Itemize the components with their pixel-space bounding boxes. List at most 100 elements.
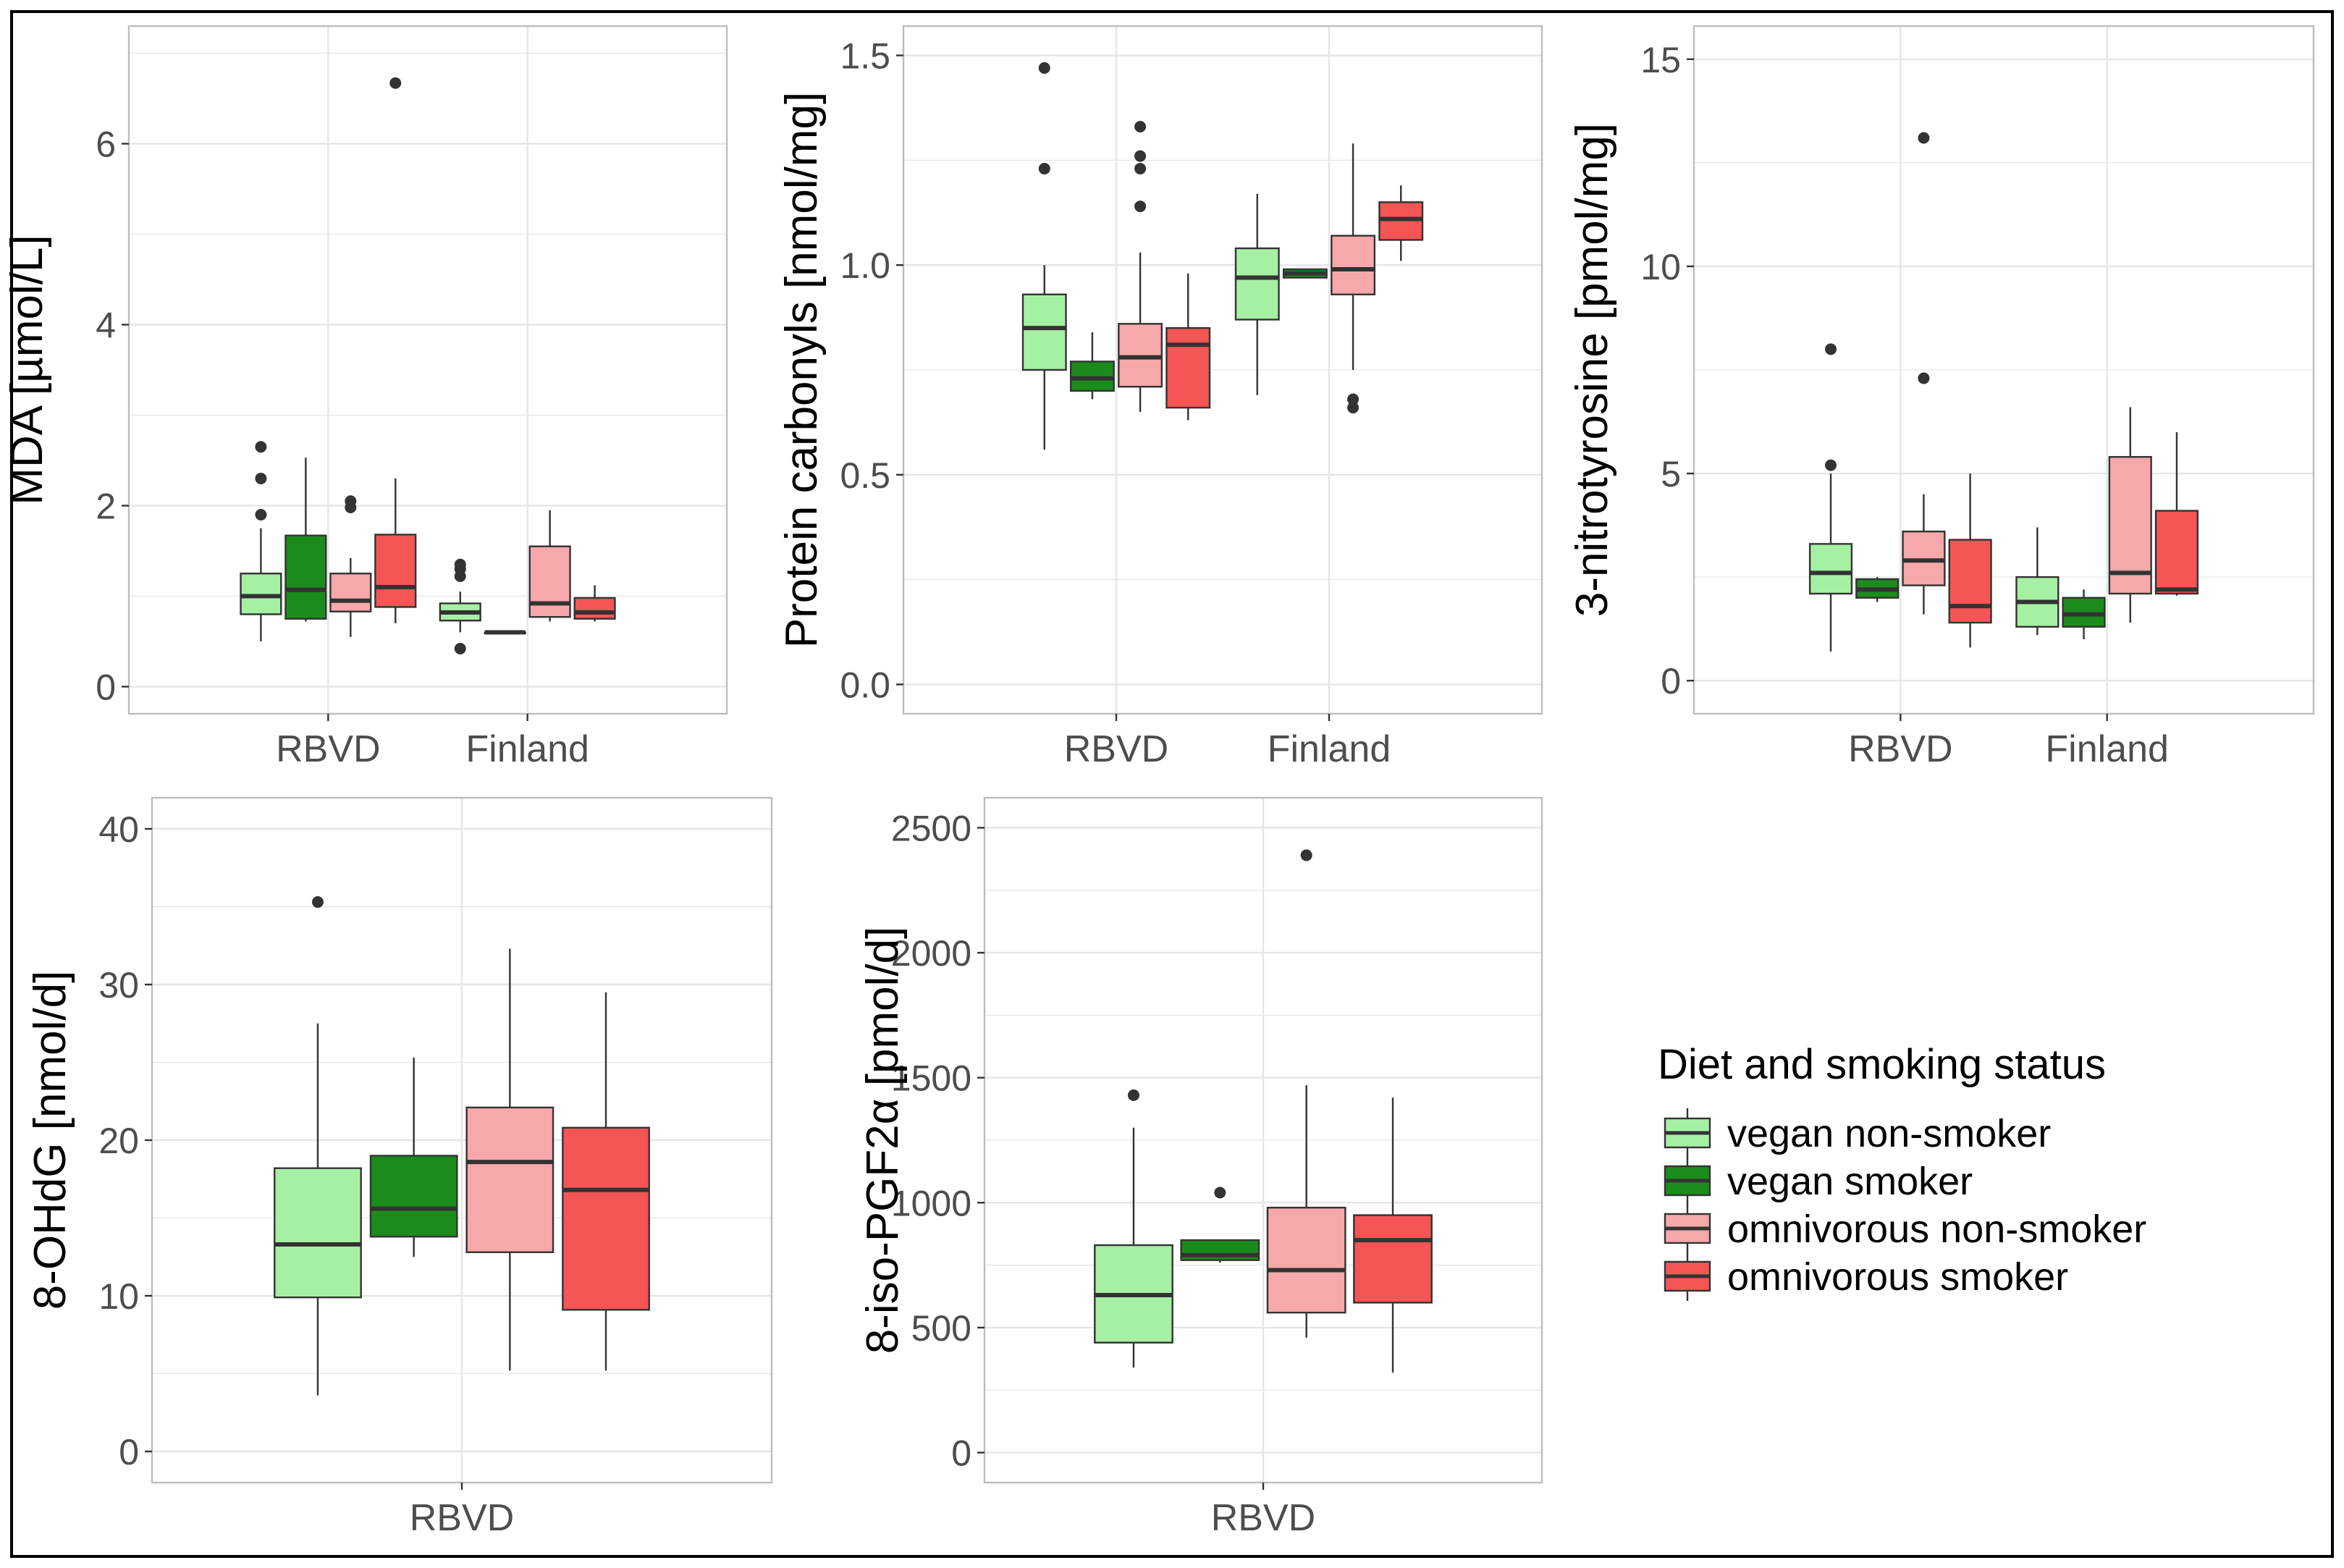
y-tick-label: 6: [96, 125, 116, 165]
y-tick-label: 0: [1661, 661, 1681, 701]
box-vegan-smoker-rbvd: [1180, 1186, 1260, 1263]
outlier-point: [454, 558, 466, 570]
legend-item-label: vegan smoker: [1727, 1160, 1973, 1203]
box-omnivorous-non-smoker-finland: [1331, 143, 1376, 414]
y-axis-label: 8-iso-PGF2α [pmol/d]: [858, 927, 908, 1354]
box-omnivorous-non-smoker-rbvd: [1902, 132, 1946, 615]
panel-3-nitrotyrosine-pmol-mg: 0 5 10 15 RBVD Finland 3-nitrotyrosine [pmol/m…: [1567, 25, 2315, 770]
outlier-point: [1347, 402, 1359, 414]
box-vegan-smoker-rbvd: [284, 458, 327, 622]
y-tick-label: 2500: [891, 808, 971, 848]
y-tick-label: 0: [96, 667, 116, 708]
box-omnivorous-smoker-finland: [1378, 185, 1424, 261]
outlier-point: [255, 441, 267, 453]
x-tick-label: RBVD: [276, 728, 380, 770]
box-iqr: [284, 534, 327, 620]
box-iqr: [1234, 247, 1280, 321]
y-axis-label: MDA [µmol/L]: [2, 235, 52, 505]
box-iqr: [1808, 543, 1853, 595]
outlier-point: [1214, 1186, 1226, 1199]
x-tick-label: Finland: [2045, 728, 2169, 770]
box-omnivorous-non-smoker-finland: [528, 510, 571, 622]
y-tick-label: 10: [1640, 247, 1681, 287]
outlier-point: [255, 473, 267, 484]
box-vegan-smoker-finland: [2062, 589, 2106, 639]
box-iqr: [1266, 1207, 1346, 1314]
outlier-point: [454, 643, 466, 654]
y-tick-label: 10: [98, 1276, 139, 1317]
y-tick-label: 0: [119, 1432, 139, 1472]
box-iqr: [1165, 326, 1211, 409]
box-omnivorous-smoker-rbvd: [1353, 1097, 1433, 1373]
y-tick-label: 5: [1661, 454, 1681, 494]
y-tick-label: 500: [911, 1308, 971, 1349]
y-tick-label: 15: [1640, 40, 1681, 80]
y-tick-label: 2: [96, 486, 116, 527]
y-axis-label: Protein carbonyls [nmol/mg]: [777, 92, 827, 648]
panel-border: [902, 25, 1543, 715]
x-tick-label: RBVD: [1211, 1497, 1315, 1539]
box-vegan-smoker-finland: [484, 630, 526, 635]
box-omnivorous-non-smoker-rbvd: [329, 495, 372, 637]
box-vegan-non-smoker-rbvd: [1021, 62, 1067, 450]
outlier-point: [1134, 150, 1147, 162]
box-omnivorous-smoker-rbvd: [374, 77, 417, 623]
outlier-point: [389, 77, 402, 89]
outlier-point: [1127, 1089, 1139, 1101]
legend: Diet and smoking status vegan non-smoker…: [1658, 1041, 2146, 1301]
box-iqr: [573, 597, 616, 620]
outlier-point: [1134, 162, 1147, 174]
box-omnivorous-smoker-rbvd: [1165, 273, 1211, 421]
box-iqr: [1353, 1214, 1433, 1304]
y-axis-label: 8-OHdG [nmol/d]: [25, 971, 75, 1310]
panel-border: [127, 25, 728, 715]
box-iqr: [374, 534, 417, 608]
box-iqr: [465, 1106, 555, 1253]
box-vegan-non-smoker-finland: [439, 558, 481, 654]
panel-8-ohdg-nmol-d: 0 10 20 30 40 RBVD 8-OHdG [nmol/d]: [25, 796, 773, 1539]
box-iqr: [1021, 293, 1067, 371]
legend-item-vegan-smoker: vegan smoker: [1664, 1156, 1973, 1205]
outlier-point: [1300, 849, 1312, 861]
y-tick-label: 2000: [891, 933, 971, 974]
box-iqr: [2154, 510, 2199, 595]
box-vegan-smoker-finland: [1282, 268, 1328, 279]
legend-item-omnivorous-non-smoker: omnivorous non-smoker: [1664, 1204, 2146, 1253]
y-tick-label: 4: [96, 305, 116, 346]
outlier-point: [311, 896, 324, 909]
x-tick-label: Finland: [1268, 728, 1391, 770]
outlier-point: [345, 495, 357, 507]
box-vegan-smoker-rbvd: [1855, 577, 1900, 602]
box-iqr: [274, 1167, 362, 1299]
box-iqr: [528, 545, 571, 618]
outlier-point: [255, 509, 267, 520]
legend-item-vegan-non-smoker: vegan non-smoker: [1664, 1108, 2051, 1158]
outlier-point: [1134, 121, 1147, 133]
outer-border: [10, 10, 2334, 1558]
box-omnivorous-smoker-finland: [573, 585, 616, 622]
outlier-point: [1918, 372, 1930, 384]
y-tick-label: 0.5: [840, 455, 890, 496]
box-omnivorous-non-smoker-finland: [2108, 407, 2152, 623]
box-omnivorous-non-smoker-rbvd: [1266, 849, 1346, 1338]
box-vegan-smoker-rbvd: [1069, 332, 1115, 400]
legend-item-label: omnivorous smoker: [1727, 1255, 2068, 1299]
box-omnivorous-smoker-rbvd: [1948, 473, 1992, 648]
legend-title: Diet and smoking status: [1658, 1041, 2106, 1088]
box-omnivorous-non-smoker-rbvd: [465, 948, 555, 1371]
y-tick-label: 1.5: [840, 36, 890, 77]
box-iqr: [1331, 235, 1376, 295]
box-vegan-non-smoker-rbvd: [240, 441, 282, 641]
legend-item-label: vegan non-smoker: [1727, 1112, 2051, 1155]
box-vegan-non-smoker-rbvd: [1808, 343, 1853, 652]
box-iqr: [562, 1126, 650, 1311]
x-tick-label: RBVD: [1064, 728, 1168, 770]
outlier-point: [1134, 201, 1147, 213]
legend-item-label: omnivorous non-smoker: [1727, 1207, 2146, 1251]
y-tick-label: 40: [98, 809, 139, 850]
outlier-point: [1038, 62, 1050, 74]
box-vegan-non-smoker-rbvd: [1094, 1089, 1173, 1368]
box-omnivorous-smoker-finland: [2154, 431, 2199, 596]
box-vegan-non-smoker-finland: [1234, 193, 1280, 395]
